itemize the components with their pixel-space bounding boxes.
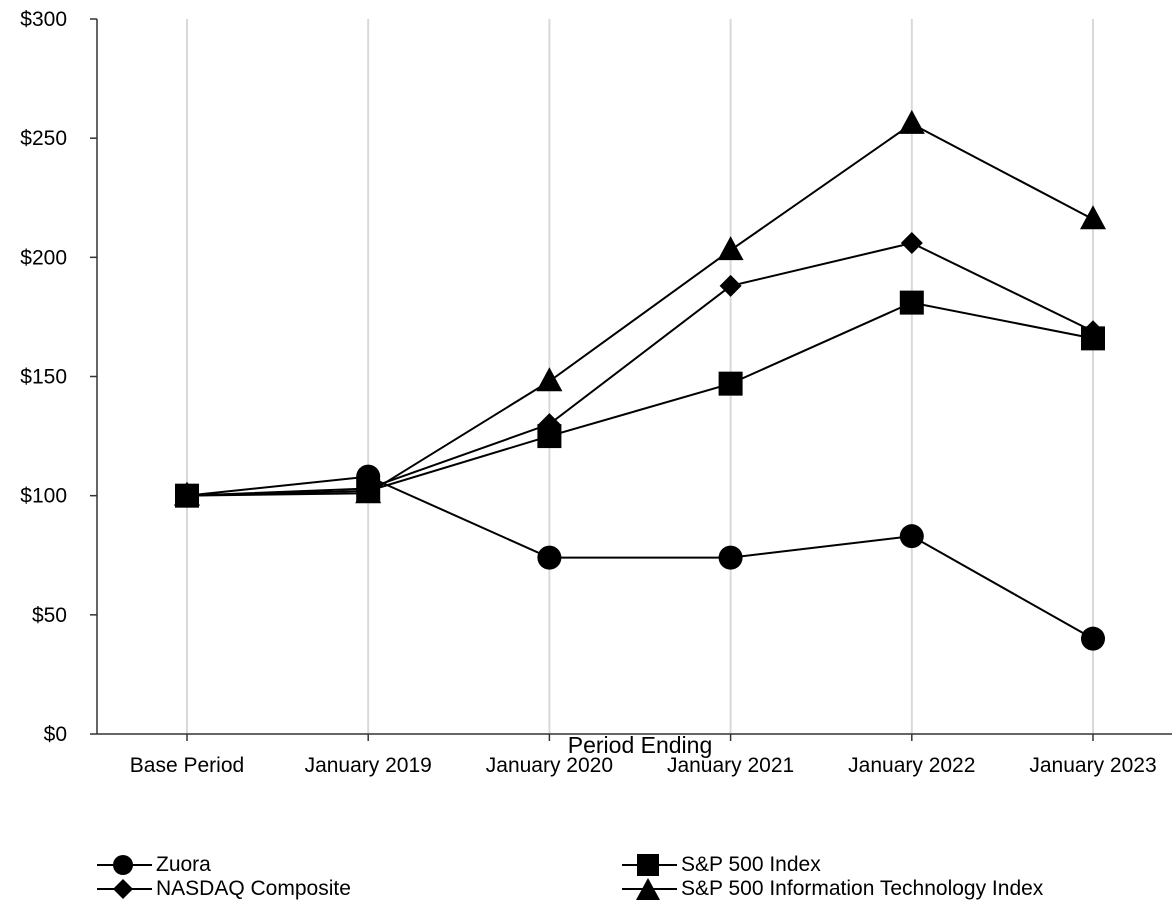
y-tick-label: $250: [20, 127, 67, 150]
y-tick-label: $100: [20, 485, 67, 508]
data-point-square: [537, 424, 562, 449]
legend-square-marker-icon: [622, 854, 677, 876]
data-point-square: [899, 290, 924, 315]
series-line: [186, 241, 1094, 497]
series-line: [186, 475, 1094, 640]
gridlines: [186, 19, 1094, 734]
legend-label: NASDAQ Composite: [156, 877, 351, 900]
legend-diamond-marker-icon: [97, 879, 152, 899]
legend-item-nasdaq: NASDAQ Composite: [97, 877, 351, 901]
legend-triangle-marker-icon: [622, 878, 677, 900]
legend-circle-marker-icon: [97, 855, 152, 875]
data-point-triangle: [536, 367, 563, 392]
legend-left: Zuora NASDAQ Composite: [97, 853, 351, 901]
series-line: [186, 301, 1094, 497]
data-point-circle: [899, 524, 924, 549]
data-point-diamond: [719, 274, 742, 297]
y-tick-label: $200: [20, 246, 67, 269]
legend-item-sp500-it: S&P 500 Information Technology Index: [622, 877, 1043, 901]
data-point-triangle: [717, 236, 744, 261]
axes: $0 $50 $100 $150 $200 $250 $300 Base Period Janu…: [20, 8, 1172, 777]
data-point-triangle: [355, 479, 382, 504]
legend-label: S&P 500 Index: [681, 853, 821, 876]
data-point-circle: [537, 545, 562, 570]
y-tick-label: $50: [32, 604, 67, 627]
y-tick-label: $300: [20, 8, 67, 31]
legend-label: Zuora: [156, 853, 211, 876]
series-line: [186, 122, 1094, 497]
data-point-diamond: [900, 232, 923, 255]
x-tick-label: January 2019: [305, 754, 432, 777]
data-point-circle: [1081, 626, 1105, 651]
x-tick-label: Base Period: [130, 754, 244, 777]
x-tick-label: January 2020: [486, 754, 613, 777]
legend-item-sp500: S&P 500 Index: [622, 853, 1043, 877]
y-tick-label: $150: [20, 366, 67, 389]
legend-item-zuora: Zuora: [97, 853, 351, 877]
x-tick-label: January 2021: [667, 754, 794, 777]
data-point-triangle: [898, 109, 925, 134]
legend-right: S&P 500 Index S&P 500 Information Techno…: [622, 853, 1043, 901]
data-point-square: [718, 371, 743, 396]
y-tick-label: $0: [44, 723, 67, 746]
data-point-square: [1081, 326, 1105, 351]
data-point-triangle: [1080, 205, 1106, 230]
x-tick-label: January 2023: [1029, 754, 1156, 777]
series-lines: [186, 122, 1094, 640]
data-point-triangle: [174, 481, 200, 506]
x-tick-label: January 2022: [848, 754, 975, 777]
series-markers: [174, 109, 1106, 651]
legend-label: S&P 500 Information Technology Index: [681, 877, 1044, 900]
x-axis-title: Period Ending: [568, 732, 713, 758]
data-point-circle: [718, 545, 743, 570]
